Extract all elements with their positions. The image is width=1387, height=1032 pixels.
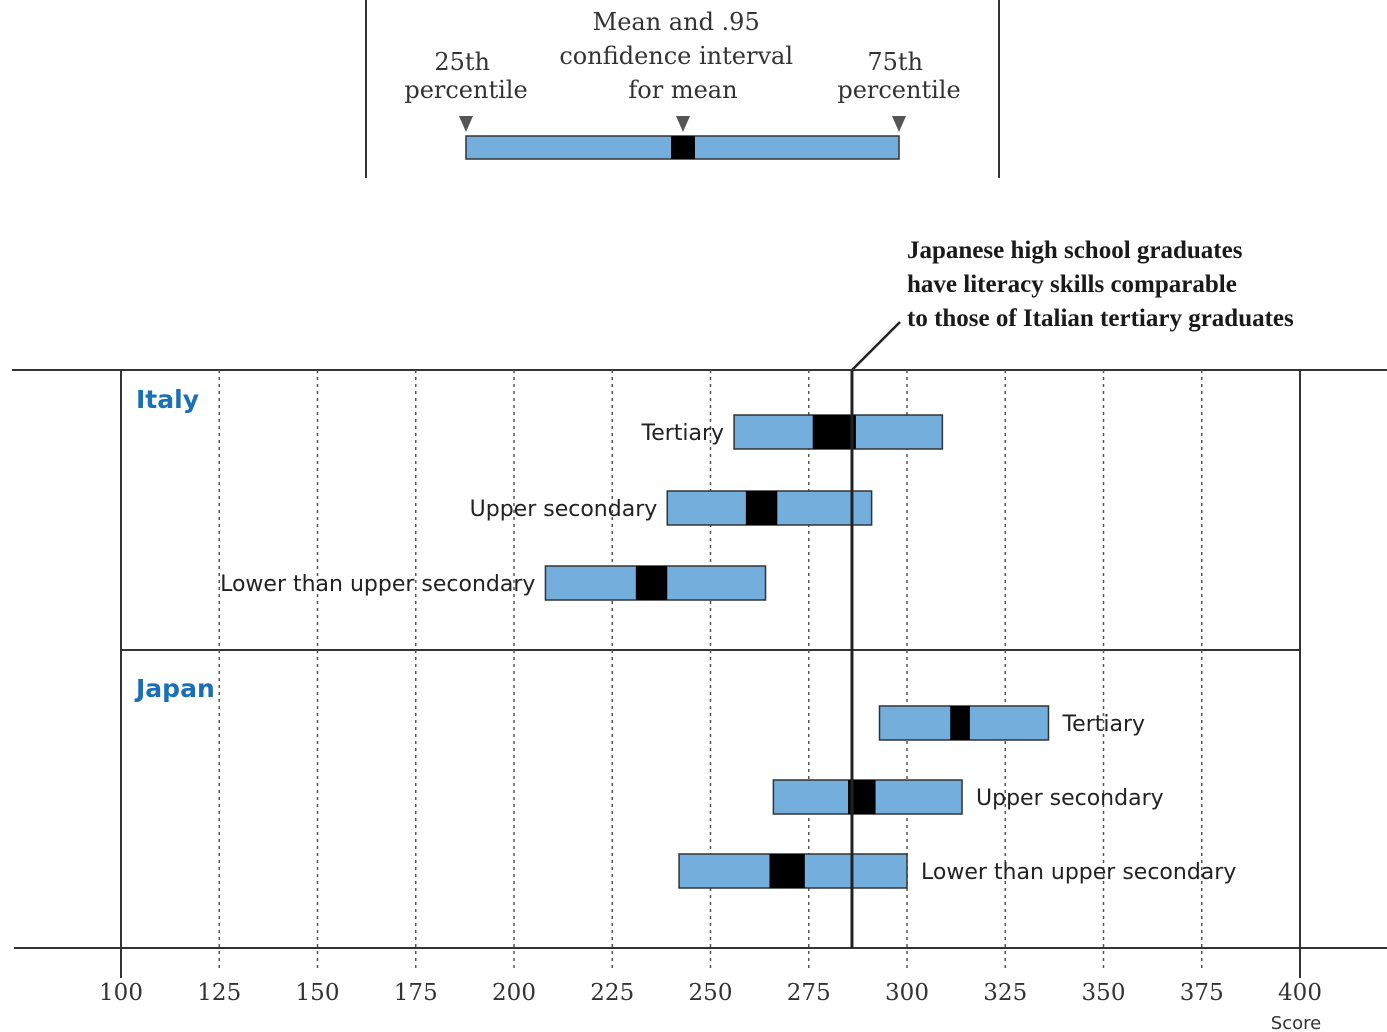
annotation-text: Japanese high school graduates have lite… <box>907 237 1294 332</box>
group-label: Japan <box>134 674 215 703</box>
range-bars <box>544 414 1050 889</box>
mean-ci-box <box>812 415 856 449</box>
legend-p75-arrow-icon <box>892 116 906 132</box>
x-tick-label: 375 <box>1180 980 1224 1006</box>
annotation: Japanese high school graduates have lite… <box>851 237 1294 371</box>
x-tick-label: 175 <box>394 980 438 1006</box>
x-tick-label: 125 <box>197 980 241 1006</box>
x-tick-label: 150 <box>296 980 340 1006</box>
x-tick-label: 250 <box>689 980 733 1006</box>
row-labels: Italy Tertiary Upper secondary Lower than u… <box>134 385 1236 885</box>
legend-p75-label: 75th percentile <box>837 48 960 104</box>
x-tick-label: 325 <box>983 980 1027 1006</box>
mean-ci-box <box>745 491 778 525</box>
row-label: Upper secondary <box>976 786 1164 811</box>
mean-ci-box <box>950 706 970 740</box>
x-tick-label: 350 <box>1082 980 1126 1006</box>
axis-boundary-lines <box>120 370 1301 978</box>
legend-mean-arrow-icon <box>676 116 690 132</box>
group-label: Italy <box>136 385 199 414</box>
annotation-leader-line <box>851 321 901 371</box>
x-axis: 100 125 150 175 200 225 250 275 300 325 350 375 400 S… <box>99 980 1322 1032</box>
legend-p25-label: 25th percentile <box>404 48 527 104</box>
legend: 25th percentile Mean and .95 confidence … <box>365 0 1000 178</box>
x-tick-label: 100 <box>99 980 143 1006</box>
x-tick-label: 300 <box>885 980 929 1006</box>
row-label: Lower than upper secondary <box>921 860 1236 885</box>
row-label: Tertiary <box>641 421 725 446</box>
row-label: Upper secondary <box>470 497 658 522</box>
x-tick-label: 275 <box>787 980 831 1006</box>
legend-mean-label: Mean and .95 confidence interval for mea… <box>559 8 800 104</box>
mean-ci-box <box>635 566 668 600</box>
x-tick-label: 200 <box>492 980 536 1006</box>
row-label: Lower than upper secondary <box>220 572 535 597</box>
row-label: Tertiary <box>1061 712 1145 737</box>
x-tick-label: 225 <box>590 980 634 1006</box>
legend-sample-ci <box>671 136 695 159</box>
x-axis-label: Score <box>1271 1013 1321 1032</box>
x-tick-label: 400 <box>1278 980 1322 1006</box>
mean-ci-box <box>769 854 805 888</box>
legend-p25-arrow-icon <box>459 116 473 132</box>
